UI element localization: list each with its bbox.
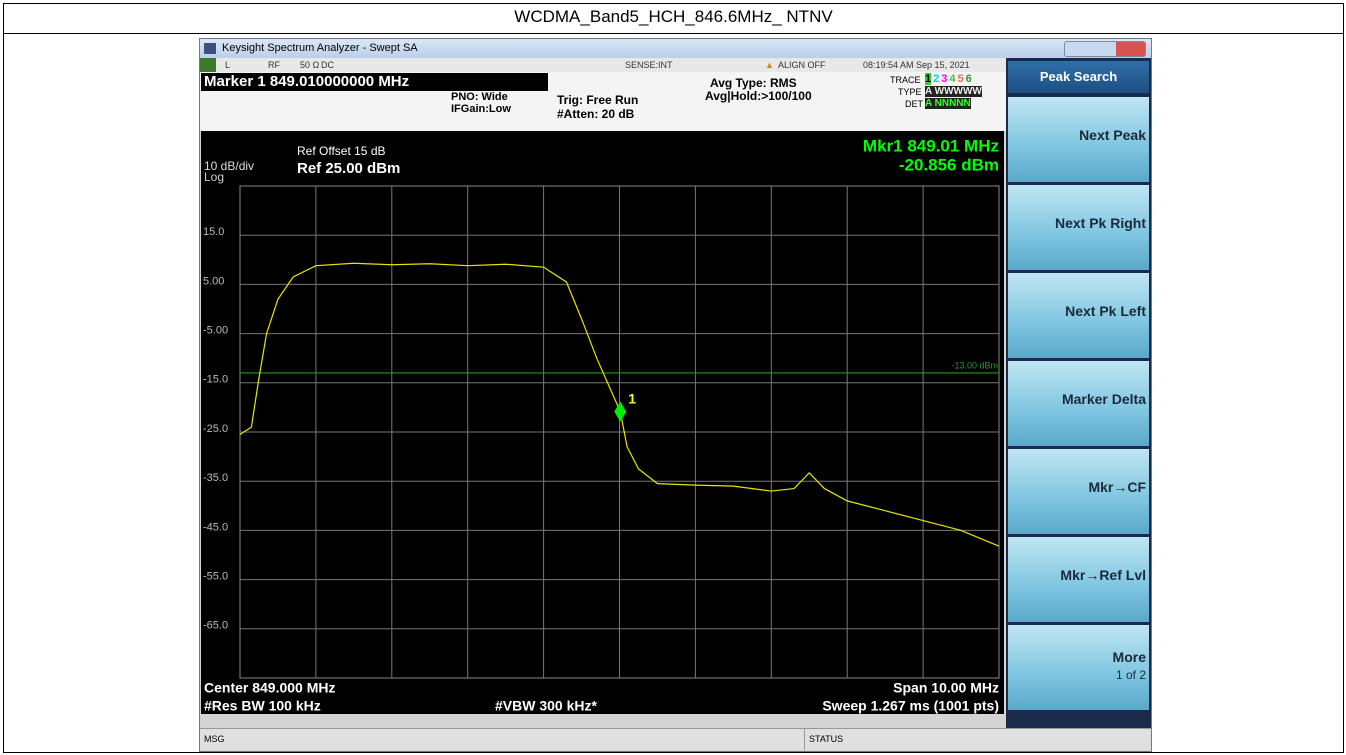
coupling: DC <box>321 60 334 70</box>
trace-number: 4 <box>949 73 956 85</box>
warning-icon: ▲ <box>765 60 774 70</box>
title-bar: Keysight Spectrum Analyzer - Swept SA <box>200 39 1151 58</box>
y-tick-label: -25.0 <box>203 423 228 435</box>
lxi <box>200 58 216 72</box>
span: Span 10.00 MHz <box>893 680 999 696</box>
softkey-title: Peak Search <box>1008 61 1149 93</box>
impedance: 50 Ω <box>300 60 320 70</box>
mode: L <box>225 60 231 70</box>
type: A WWWWW <box>925 86 982 97</box>
softkey-label: Next Peak <box>1079 127 1146 143</box>
softkey[interactable]: Marker Delta <box>1008 361 1149 446</box>
y-tick-label: -5.00 <box>203 325 228 337</box>
det: A NNNNN <box>925 98 971 109</box>
footer: MSG STATUS <box>200 728 1151 750</box>
settings-panel: Marker 1 849.010000000 MHz PNO: Wide IFG… <box>200 72 1006 131</box>
ifgain: IFGain:Low <box>451 103 511 115</box>
ref-offset: Ref Offset 15 dB <box>297 144 386 158</box>
sense: SENSE:INT <box>625 60 673 70</box>
softkey-panel: Peak Search Next Peak Next Pk Right Next P… <box>1006 58 1151 732</box>
status: STATUS <box>804 729 843 750</box>
window-buttons[interactable] <box>1064 41 1146 57</box>
softkey-label: More <box>1112 649 1146 665</box>
trig: Trig: Free Run <box>557 93 639 107</box>
window: Keysight Spectrum Analyzer - Swept SA L … <box>199 38 1152 752</box>
softkey[interactable]: More 1 of 2 <box>1008 625 1149 710</box>
y-tick-label: -45.0 <box>203 521 228 533</box>
softkey[interactable]: Next Pk Left <box>1008 273 1149 358</box>
softkey-label: Next Pk Left <box>1065 303 1146 319</box>
softkey[interactable]: Next Pk Right <box>1008 185 1149 270</box>
det-label: DET <box>905 99 923 109</box>
trace <box>239 262 1000 547</box>
softkey-sub: 1 of 2 <box>1115 668 1146 682</box>
softkey-label: Next Pk Right <box>1054 215 1146 231</box>
softkey[interactable]: Mkr→CF <box>1008 449 1149 534</box>
msg: MSG <box>204 734 225 744</box>
display-line-label: -13.00 dBm <box>951 360 998 370</box>
y-tick-label: 15.0 <box>203 226 224 238</box>
softkey[interactable]: Next Peak <box>1008 97 1149 182</box>
marker-readout: Marker 1 849.010000000 MHz <box>201 73 548 91</box>
softkey-label: Mkr→Ref Lvl <box>1060 567 1146 583</box>
display-bg <box>201 131 1004 714</box>
marker-amp: -20.856 dBm <box>899 155 999 174</box>
atten: #Atten: 20 dB <box>557 107 635 121</box>
trace-number: 3 <box>941 73 948 85</box>
marker-label: 1 <box>628 390 636 406</box>
window-title: Keysight Spectrum Analyzer - Swept SA <box>222 42 418 54</box>
y-tick-label: -35.0 <box>203 472 228 484</box>
trace-number: 5 <box>957 73 964 85</box>
scale: 10 dB/div <box>204 159 254 173</box>
pno: PNO: Wide <box>451 91 508 103</box>
spectrum-display: Ref Offset 15 dB 10 dB/div Log Ref 25.00… <box>201 131 1004 714</box>
marker <box>614 401 627 422</box>
ref-level: Ref 25.00 dBm <box>297 160 400 177</box>
center: Center 849.000 MHz <box>204 680 336 696</box>
status-row: L RF 50 Ω DC SENSE:INT ▲ ALIGN OFF 08:19… <box>200 58 1006 73</box>
marker-freq: Mkr1 849.01 MHz <box>863 136 999 155</box>
y-tick-label: -15.0 <box>203 374 228 386</box>
frame <box>3 3 1344 753</box>
page-title: WCDMA_Band5_HCH_846.6MHz_ NTNV <box>3 3 1344 34</box>
softkey[interactable]: Mkr→Ref Lvl <box>1008 537 1149 622</box>
softkey-label: Marker Delta <box>1061 391 1146 407</box>
app-icon <box>204 43 216 54</box>
rbw: #Res BW 100 kHz <box>204 698 321 714</box>
sweep: Sweep 1.267 ms (1001 pts) <box>822 698 999 714</box>
trace-number: 6 <box>965 73 972 85</box>
type-label: TYPE <box>898 87 922 97</box>
input: RF <box>268 60 280 70</box>
avg-hold: Avg|Hold:>100/100 <box>705 89 812 103</box>
y-tick-label: -65.0 <box>203 620 228 632</box>
y-tick-label: 5.00 <box>203 275 224 287</box>
softkey-label: Mkr→CF <box>1088 479 1146 495</box>
trace-number: 1 <box>925 73 932 85</box>
trace-number: 2 <box>933 73 940 85</box>
y-tick-label: -55.0 <box>203 571 228 583</box>
time: 08:19:54 AM Sep 15, 2021 <box>863 60 970 70</box>
avg-type: Avg Type: RMS <box>710 76 797 90</box>
vbw: #VBW 300 kHz* <box>495 698 597 714</box>
align: ALIGN OFF <box>778 60 826 70</box>
scale-type: Log <box>204 170 224 184</box>
trace-label: TRACE <box>890 75 921 85</box>
